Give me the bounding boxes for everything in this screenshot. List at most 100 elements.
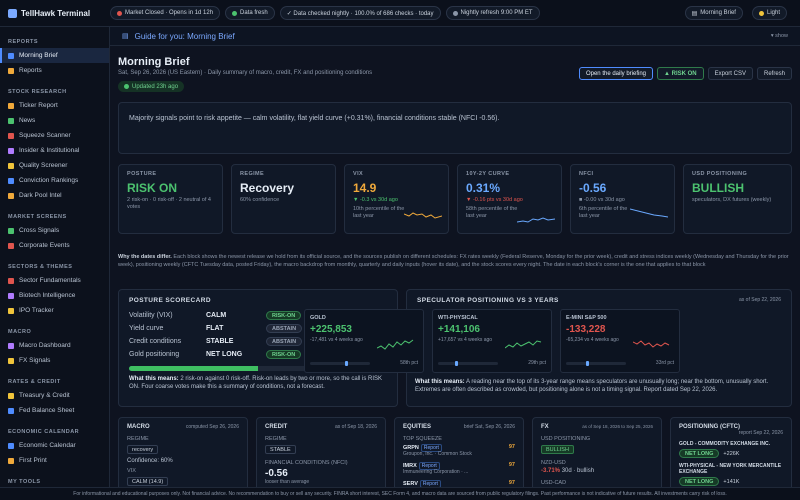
speculator-card-name: GOLD [310, 315, 326, 321]
sidebar-section-title: MY TOOLS [8, 479, 41, 485]
cftc-row-values: NET LONG +226K [679, 449, 783, 458]
sidebar-item-label: Treasury & Credit [19, 392, 70, 399]
hawk-logo-icon [8, 8, 17, 18]
cftc-card: POSITIONING (CFTC) report Sep 22, 2026 G… [670, 417, 792, 487]
sidebar-item-sector-fundamentals[interactable]: Sector Fundamentals [0, 273, 109, 288]
kpi-regime-label: REGIME [240, 171, 265, 177]
kpi-usd-label: USD POSITIONING [692, 171, 748, 177]
nav-item-icon [8, 392, 14, 399]
clock-icon [452, 10, 458, 16]
sidebar-item-squeeze-scanner[interactable]: Squeeze Scanner [0, 128, 109, 143]
speculator-range-marker [585, 361, 589, 366]
macro-vix-label: VIX [127, 468, 136, 474]
sidebar-item-treasury-credit[interactable]: Treasury & Credit [0, 388, 109, 403]
kpi-posture: POSTURE RISK ON 2 risk-on · 0 risk-off ·… [118, 164, 223, 234]
squeeze-ticker[interactable]: IMRX [403, 463, 417, 469]
top-bar: TellHawk Terminal Market Closed · Opens … [0, 0, 800, 27]
sidebar-item-biotech-intelligence[interactable]: Biotech Intelligence [0, 288, 109, 303]
nav-item-icon [8, 277, 14, 284]
nav-item-icon [8, 102, 14, 109]
scorecard-row-value: NET LONG [206, 351, 243, 358]
risk-on-button[interactable]: ▲ RISK ON [657, 67, 704, 80]
nav-item-icon [8, 342, 14, 349]
cftc-row-tag: NET LONG [679, 449, 720, 458]
guide-show-label: show [775, 33, 788, 39]
kpi-nfci-delta: ■ -0.00 vs 30d ago [579, 197, 625, 203]
kpi-vix-value: 14.9 [353, 181, 377, 195]
book-open-icon: ▤ [122, 33, 129, 40]
dates-explainer-text: Each block shows the newest release we h… [118, 254, 789, 268]
guide-bar[interactable]: ▤ Guide for you: Morning Brief ▾ show [110, 27, 800, 46]
nav-item-icon [8, 357, 14, 364]
main-content: ▤ Guide for you: Morning Brief ▾ show Mo… [110, 27, 800, 487]
speculator-range-marker [344, 361, 348, 366]
squeeze-ticker[interactable]: SERV [403, 481, 418, 487]
refresh-button[interactable]: Refresh [756, 67, 792, 80]
sidebar-item-morning-brief[interactable]: Morning Brief [0, 48, 109, 63]
nav-item-icon [8, 132, 14, 139]
squeeze-report-link[interactable]: Report [419, 480, 441, 487]
guide-show-toggle[interactable]: ▾ show [771, 33, 788, 39]
squeeze-company: Immuneering Corporation · ... [403, 469, 469, 475]
squeeze-ticker[interactable]: GRPN [403, 445, 419, 451]
export-csv-button[interactable]: Export CSV [707, 67, 753, 80]
fx-pair-sub: 30d · bullish [561, 468, 595, 474]
squeeze-score: 97 [508, 480, 515, 486]
cftc-row: GOLD - COMMODITY EXCHANGE INC. NET LONG +2… [679, 441, 783, 458]
squeeze-row[interactable]: SERVReport97Serve Robotics Inc. · Comm..… [403, 480, 515, 487]
speculator-card-name: E-MINI S&P 500 [566, 315, 607, 321]
fx-pair2-label: USD-CAD [541, 480, 567, 486]
speculator-card-delta: -17,481 vs 4 weeks ago [310, 337, 363, 343]
speculator-title: SPECULATOR POSITIONING VS 3 YEARS [417, 297, 559, 304]
sidebar-item-label: Morning Brief [19, 52, 58, 59]
cftc-row-name: WTI-PHYSICAL - NEW YORK MERCANTILE EXCHA… [679, 463, 782, 475]
speculator-card-value: -133,228 [566, 324, 606, 335]
sidebar-item-insider-institutional[interactable]: Insider & Institutional [0, 143, 109, 158]
squeeze-report-link[interactable]: Report [420, 444, 442, 452]
sidebar-item-fed-balance-sheet[interactable]: Fed Balance Sheet [0, 403, 109, 418]
squeeze-score: 97 [508, 462, 515, 468]
brand[interactable]: TellHawk Terminal [0, 8, 110, 18]
nav-item-icon [8, 407, 14, 414]
updated-badge: Updated 23h ago [118, 81, 185, 92]
speculator-range-bar [566, 361, 626, 366]
sidebar-item-quality-screener[interactable]: Quality Screener [0, 158, 109, 173]
squeeze-row[interactable]: IMRX Report 97 Immuneering Corporation · ..… [403, 462, 515, 478]
equities-date: brief Sat, Sep 26, 2026 [463, 424, 515, 430]
speculator-range-bar [438, 361, 498, 366]
kpi-vix-sub: 10th percentile of the last year [353, 206, 405, 219]
squeeze-report-link[interactable]: Report [418, 462, 440, 470]
credit-regime-badge: STABLE [265, 445, 296, 454]
scorecard-row-tag: ABSTAIN [266, 324, 303, 333]
speculator-card: GOLD +225,853 -17,481 vs 4 weeks ago 58th p… [304, 309, 424, 373]
sidebar-item-macro-dashboard[interactable]: Macro Dashboard [0, 338, 109, 353]
cftc-row-name: GOLD - COMMODITY EXCHANGE INC. [679, 441, 771, 447]
open-daily-briefing-button[interactable]: Open the daily briefing [578, 67, 654, 80]
squeeze-row[interactable]: GRPN Report 97 Groupon, Inc. · Common Stock [403, 444, 515, 460]
sidebar-item-ticker-report[interactable]: Ticker Report [0, 98, 109, 113]
kpi-curve-delta: ▼ -0.16 pts vs 30d ago [466, 197, 523, 203]
sidebar-item-dark-pool-intel[interactable]: Dark Pool Intel [0, 188, 109, 203]
sidebar-item-conviction-rankings[interactable]: Conviction Rankings [0, 173, 109, 188]
chevron-down-icon: ▾ [770, 33, 776, 39]
data-checked-text: ✓ Data checked nightly · 100.0% of 686 c… [286, 10, 434, 17]
sidebar-item-ipo-tracker[interactable]: IPO Tracker [0, 303, 109, 318]
nightly-refresh-text: Nightly refresh 9:00 PM ET [460, 10, 533, 16]
scorecard-row-label: Volatility (VIX) [129, 312, 173, 319]
nav-item-icon [8, 457, 14, 464]
sidebar-item-reports[interactable]: Reports [0, 63, 109, 78]
sidebar-item-label: Fed Balance Sheet [19, 407, 75, 414]
theme-toggle[interactable]: Light [751, 6, 787, 20]
macro-date: computed Sep 26, 2026 [185, 424, 239, 430]
sidebar-item-first-print[interactable]: First Print [0, 453, 109, 468]
footer-disclaimer: For informational and educational purpos… [0, 487, 800, 500]
status-dot-icon [124, 84, 129, 89]
morning-brief-toggle[interactable]: ▤ Morning Brief [684, 6, 743, 20]
sidebar-item-cross-signals[interactable]: Cross Signals [0, 223, 109, 238]
sidebar-item-fx-signals[interactable]: FX Signals [0, 353, 109, 368]
nav-item-icon [8, 307, 14, 314]
sidebar-item-corporate-events[interactable]: Corporate Events [0, 238, 109, 253]
sidebar-item-label: Insider & Institutional [19, 147, 80, 154]
sidebar-item-economic-calendar[interactable]: Economic Calendar [0, 438, 109, 453]
sidebar-item-news[interactable]: News [0, 113, 109, 128]
